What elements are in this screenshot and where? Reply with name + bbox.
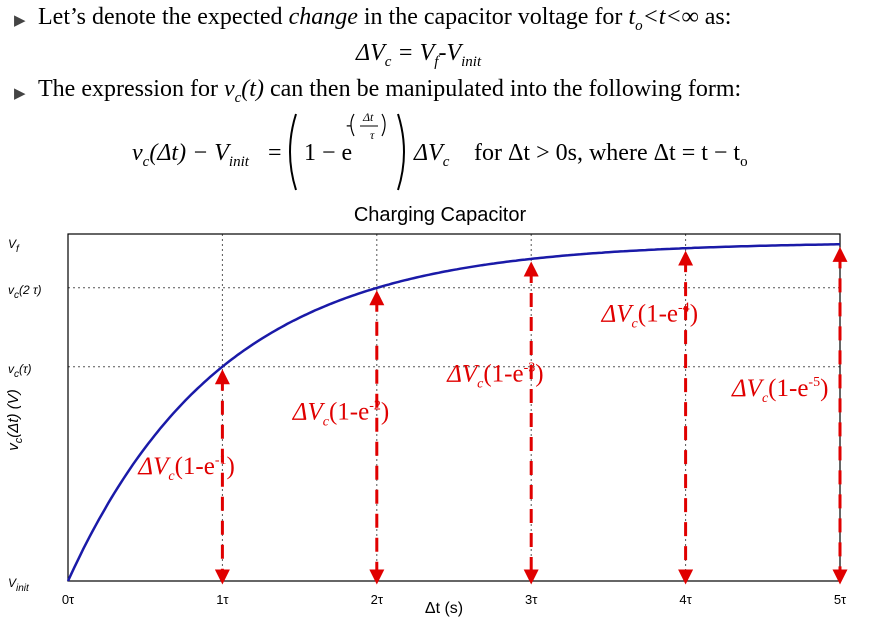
line2-text-2: can then be manipulated into the followi…: [263, 76, 742, 102]
eq1-init-sub: init: [461, 54, 482, 70]
bullet-2: ▶: [14, 86, 26, 102]
intro-line-1: Let’s denote the expected change in the …: [38, 4, 731, 35]
x-tick-label: 2τ: [371, 592, 384, 607]
f-dvsub: c: [442, 154, 450, 170]
f-init: init: [228, 154, 249, 170]
f-cond-sub: o: [740, 154, 748, 170]
f-vsub: c: [142, 154, 150, 170]
bullet-1: ▶: [14, 13, 26, 29]
chart-title: Charging Capacitor: [353, 204, 527, 226]
formula-one-minus-e: 1 − e: [304, 140, 353, 166]
x-tick-label: 3τ: [525, 592, 538, 607]
delta-label: ΔVc(1-e-1): [137, 453, 234, 484]
f-v: v: [132, 140, 143, 166]
delta-label: ΔVc(1-e-4): [601, 300, 698, 331]
x-tick-label: 0τ: [62, 592, 75, 607]
line1-text-2: in the capacitor voltage for: [357, 4, 629, 30]
change-word: change: [288, 4, 358, 30]
line1-text: Let’s denote the expected: [38, 4, 289, 30]
t-subscript: o: [635, 18, 643, 34]
intro-line-2: The expression for vc(t) can then be man…: [38, 76, 741, 107]
formula-left: vc(Δt) − Vinit: [132, 140, 249, 171]
delta-label: ΔVc(1-e-3): [446, 360, 543, 391]
exp-denominator: τ: [370, 128, 375, 142]
eq1-minus: -V: [438, 40, 462, 66]
delta-label: ΔVc(1-e-5): [731, 375, 828, 406]
eq1-dv: ΔV: [356, 40, 385, 66]
t-symbol: t: [628, 4, 636, 30]
line2-text: The expression for: [38, 76, 224, 102]
y-tick-label: Vinit: [8, 576, 30, 594]
x-tick-label: 1τ: [216, 592, 229, 607]
line2-vsub: c: [234, 90, 242, 106]
inequality: <t<∞: [642, 4, 699, 30]
y-tick-label: vc(2 τ): [8, 283, 42, 301]
eq1-f-sub: f: [434, 54, 439, 70]
formula-bracket: -: [289, 113, 405, 191]
y-axis-label: vc(Δt) (V): [5, 389, 25, 450]
y-tick-label: vc(τ): [8, 362, 31, 380]
equation-delta-vc: ΔVc = Vf-Vinit: [356, 40, 481, 71]
x-tick-label: 4τ: [679, 592, 692, 607]
eq1-sub: c: [384, 54, 392, 70]
plot-frame: [67, 233, 841, 582]
formula-dv: ΔVc: [414, 140, 449, 171]
line2-t: (t): [241, 76, 264, 102]
eq1-rhs: = V: [391, 40, 435, 66]
y-tick-label: Vf: [8, 237, 20, 255]
formula-equals: =: [268, 140, 282, 166]
charging-curve: [66, 243, 840, 582]
formula-condition: for Δt > 0s, where Δt = t − to: [474, 140, 748, 171]
delta-label: ΔVc(1-e-2): [292, 399, 389, 430]
f-dv: ΔV: [414, 140, 443, 166]
exp-numerator: Δt: [363, 110, 374, 124]
line1-tail: as:: [698, 4, 732, 30]
f-cond: for Δt > 0s, where Δt = t − t: [474, 140, 741, 166]
x-tick-label: 5τ: [834, 592, 847, 607]
exp-minus: -: [346, 117, 351, 134]
x-axis-label: Δt (s): [425, 600, 463, 617]
line2-v: v: [223, 76, 235, 102]
f-left2: (Δt) − V: [149, 140, 229, 166]
